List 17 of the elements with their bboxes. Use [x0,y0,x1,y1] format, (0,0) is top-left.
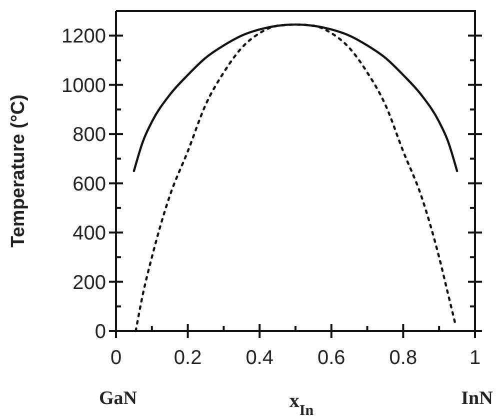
x-tick-label: 0 [110,347,122,369]
y-tick-label: 800 [72,124,106,146]
text: GaN [99,388,138,409]
y-tick-label: 400 [72,222,106,245]
x-tick-label: 1 [469,347,481,369]
text: InN [461,388,494,409]
x-tick-label: 0.6 [317,347,346,369]
x-axis-title: x$_{In}$ [289,390,314,418]
y-tick-label: 0 [94,321,106,343]
x-tick-label: 0.2 [174,347,202,369]
y-tick-label: 600 [72,173,106,196]
x-tick-label: 0.4 [246,347,274,369]
y-tick-label: 1000 [62,74,106,97]
y-tick-label: 200 [72,272,106,294]
x-tick-label: 0.8 [389,347,418,369]
y-tick-label: 1200 [62,26,106,48]
y-axis-title: Temperature (°C) [8,94,29,248]
